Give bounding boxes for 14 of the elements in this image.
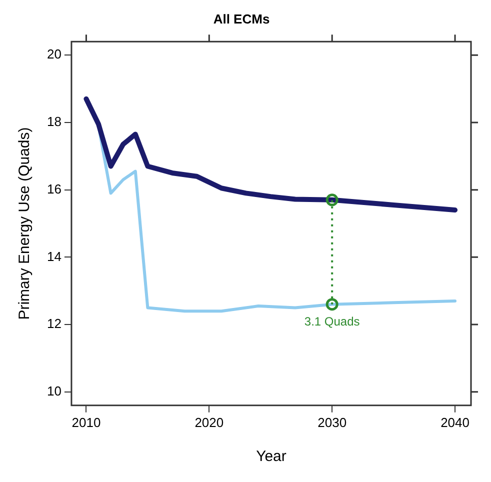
x-tick-label: 2030: [318, 414, 347, 430]
y-tick-label: 20: [46, 46, 62, 62]
x-tick-label: 2040: [440, 414, 470, 430]
x-tick-label: 2020: [194, 414, 224, 430]
chart-title: All ECMs: [213, 11, 270, 26]
y-tick-label: 18: [46, 114, 62, 130]
y-tick-label: 10: [46, 384, 62, 399]
x-axis-title: Year: [256, 448, 286, 466]
annotation: 3.1 Quads: [304, 314, 360, 329]
y-tick-label: 14: [46, 248, 62, 264]
y-axis-title: Primary Energy Use (Quads): [16, 127, 34, 320]
y-tick-label: 12: [46, 316, 62, 332]
y-tick-label: 16: [46, 181, 62, 196]
x-tick-label: 2010: [72, 414, 101, 430]
